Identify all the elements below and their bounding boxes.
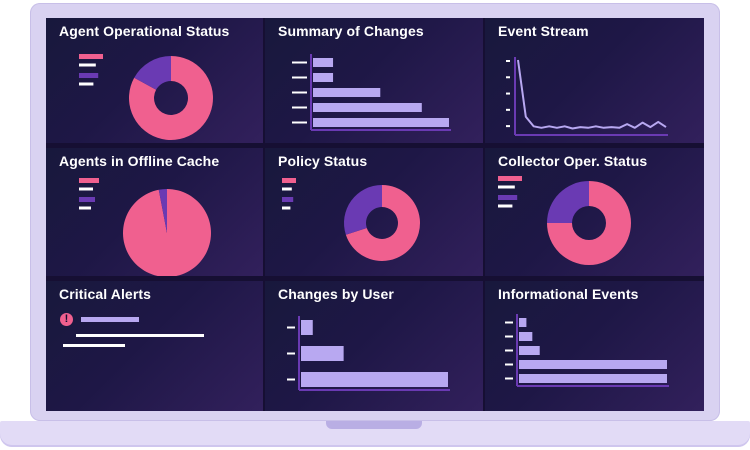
bar [519,318,527,327]
bar [519,332,533,341]
panel-title: Collector Oper. Status [498,153,648,169]
tick-mark [287,378,295,381]
legend-swatch [79,73,99,78]
tick-mark [506,92,510,95]
tick-mark [292,91,307,94]
panel-title: Event Stream [498,23,589,39]
legend-swatch [498,195,518,200]
tick-mark [287,352,295,355]
laptop-notch [326,421,422,429]
tick-mark [292,121,307,124]
bar [313,58,334,67]
bar [301,346,344,361]
tick-mark [506,60,510,62]
bar [313,103,422,112]
panel-critical-alerts[interactable]: Critical Alerts ! [46,281,263,411]
bar [313,73,334,82]
legend-swatch [79,178,99,183]
informational-events-bar-chart [505,314,669,387]
panel-title: Informational Events [498,286,639,302]
legend-swatch [498,176,522,181]
legend-swatch [282,187,292,191]
pie-slice [547,181,631,265]
panel-agents-in-offline-cache[interactable]: Agents in Offline Cache [46,148,263,276]
panel-summary-of-changes[interactable]: Summary of Changes [265,18,483,143]
tick-mark [505,377,513,380]
tick-mark [292,61,307,64]
panel-event-stream[interactable]: Event Stream [485,18,704,143]
tick-mark [287,326,295,329]
panel-title: Agents in Offline Cache [59,153,220,169]
laptop-lid: Agent Operational Status Summary of Chan… [30,3,720,421]
legend-swatch [79,197,95,202]
bar [313,118,449,127]
panel-informational-events[interactable]: Informational Events [485,281,704,411]
bar [301,372,448,387]
panel-title: Agent Operational Status [59,23,230,39]
agent-status-donut-chart [79,54,213,140]
legend-swatch [282,206,291,210]
alert-line [76,334,204,337]
alert-icon: ! [60,313,73,326]
changes-by-user-bar-chart [287,316,450,391]
legend-swatch [79,206,91,210]
bar [519,360,667,369]
pie-slice [129,56,213,140]
dashboard-screen: Agent Operational Status Summary of Chan… [46,18,704,411]
tick-mark [505,349,513,352]
policy-status-donut-chart [282,178,420,261]
pie-slice [547,181,589,223]
tick-mark [505,335,513,338]
pie-slice [345,185,420,261]
panel-title: Critical Alerts [59,286,152,302]
legend-swatch [282,178,296,183]
bar [313,88,381,97]
tick-mark [505,363,513,366]
panel-title: Summary of Changes [278,23,424,39]
bar [519,346,540,355]
legend-swatch [79,82,94,86]
panel-collector-oper-status[interactable]: Collector Oper. Status [485,148,704,276]
panel-agent-operational-status[interactable]: Agent Operational Status [46,18,263,143]
legend-swatch [79,54,103,59]
panel-title: Changes by User [278,286,394,302]
collector-status-donut-chart [498,176,631,265]
laptop-base [0,421,750,447]
tick-mark [506,125,510,128]
series-line [517,59,667,130]
event-stream-line-chart [506,57,668,136]
tick-mark [292,76,307,79]
legend-swatch [498,185,515,189]
legend-swatch [79,187,93,191]
legend-swatch [498,204,513,208]
pie-slice [158,189,167,233]
panel-policy-status[interactable]: Policy Status [265,148,483,276]
legend-swatch [282,197,294,202]
legend-swatch [79,63,96,67]
bar [301,320,313,335]
tick-mark [292,106,307,109]
pie-slice [123,189,211,276]
panel-title: Policy Status [278,153,368,169]
pie-slice [134,56,171,90]
bar [519,374,667,383]
offline-cache-pie-chart [79,178,211,276]
summary-changes-bar-chart [292,54,451,131]
panel-changes-by-user[interactable]: Changes by User [265,281,483,411]
alert-bar [81,317,139,322]
tick-mark [505,321,513,324]
tick-mark [506,108,510,111]
pie-slice [344,185,382,235]
tick-mark [506,76,510,79]
alert-line [63,344,125,347]
